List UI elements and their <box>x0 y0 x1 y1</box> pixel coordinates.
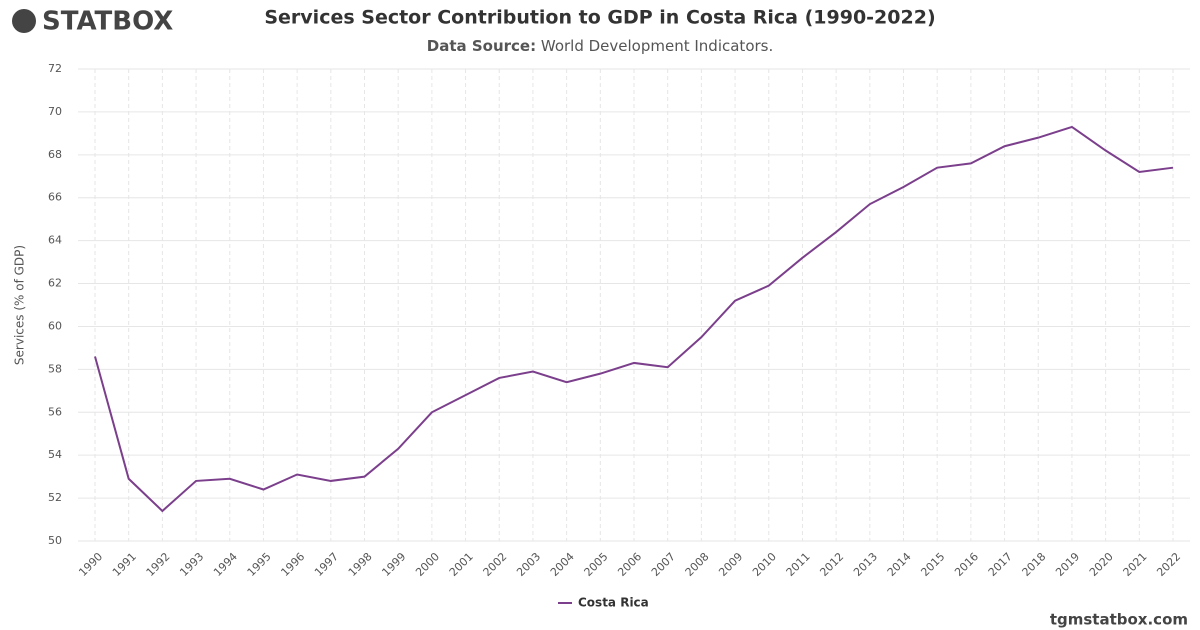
x-tick-label: 1992 <box>144 550 173 579</box>
x-tick-label: 1994 <box>211 550 240 579</box>
y-tick-label: 58 <box>48 362 62 375</box>
x-tick-label: 2009 <box>716 550 745 579</box>
subtitle-text: World Development Indicators. <box>541 37 773 55</box>
x-tick-label: 2016 <box>952 550 981 579</box>
y-tick-label: 62 <box>48 277 62 290</box>
x-tick-label: 2005 <box>582 550 611 579</box>
footer: tgmstatbox.com <box>1050 611 1188 629</box>
y-tick-label: 60 <box>48 319 62 332</box>
logo-icon <box>12 9 36 33</box>
x-tick-label: 1998 <box>346 550 375 579</box>
x-tick-label: 2021 <box>1121 550 1150 579</box>
x-tick-label: 2001 <box>447 550 476 579</box>
x-tick-label: 2013 <box>851 550 880 579</box>
x-tick-label: 1995 <box>245 550 274 579</box>
chart-subtitle: Data Source: World Development Indicator… <box>427 37 774 55</box>
x-tick-label: 2000 <box>413 550 442 579</box>
y-tick-label: 66 <box>48 191 62 204</box>
x-tick-label: 1991 <box>110 550 139 579</box>
x-tick-label: 2003 <box>514 550 543 579</box>
y-tick-label: 72 <box>48 62 62 75</box>
subtitle-label: Data Source: <box>427 37 536 55</box>
y-tick-label: 56 <box>48 405 62 418</box>
legend-label: Costa Rica <box>578 596 649 610</box>
logo: STATBOX <box>12 7 173 37</box>
x-tick-label: 2015 <box>918 550 947 579</box>
y-tick-label: 70 <box>48 105 62 118</box>
x-tick-label: 2008 <box>683 550 712 579</box>
brand: STATBOX <box>42 7 173 37</box>
y-tick-label: 50 <box>48 534 62 547</box>
x-tick-label: 2017 <box>986 550 1015 579</box>
x-tick-label: 2014 <box>885 550 914 579</box>
x-tick-label: 1997 <box>312 550 341 579</box>
y-tick-label: 68 <box>48 148 62 161</box>
x-tick-label: 2012 <box>817 550 846 579</box>
x-tick-label: 1999 <box>379 550 408 579</box>
y-tick-label: 54 <box>48 448 62 461</box>
x-tick-label: 2004 <box>548 550 577 579</box>
x-tick-label: 2011 <box>784 550 813 579</box>
x-tick-label: 1996 <box>278 550 307 579</box>
y-tick-label: 52 <box>48 491 62 504</box>
x-tick-label: 2010 <box>750 550 779 579</box>
y-axis-label: Services (% of GDP) <box>13 245 27 365</box>
chart-title: Services Sector Contribution to GDP in C… <box>264 7 935 29</box>
x-tick-label: 2019 <box>1053 550 1082 579</box>
x-tick-label: 2022 <box>1154 550 1183 579</box>
x-tick-label: 2007 <box>649 550 678 579</box>
y-tick-label: 64 <box>48 234 62 247</box>
line <box>94 125 1174 513</box>
x-tick-label: 2006 <box>615 550 644 579</box>
x-tick-label: 1993 <box>177 550 206 579</box>
x-tick-label: 2018 <box>1020 550 1049 579</box>
x-tick-label: 1990 <box>76 550 105 579</box>
x-tick-label: 2002 <box>481 550 510 579</box>
x-tick-label: 2020 <box>1087 550 1116 579</box>
